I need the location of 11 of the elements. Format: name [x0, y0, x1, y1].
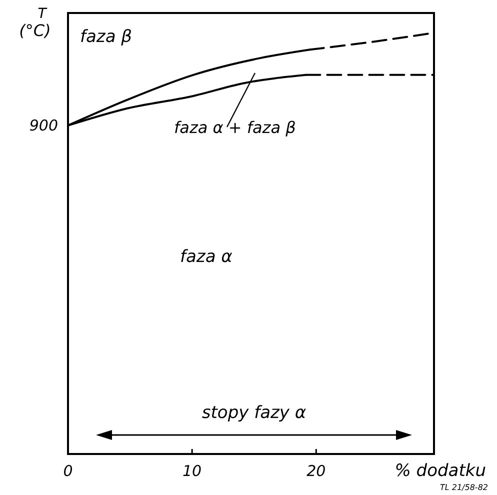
annotation: stopy fazy α: [202, 403, 306, 423]
annotation: faza α: [180, 247, 232, 267]
x-axis-title: % dodatku: [394, 461, 486, 481]
x-tick-label: 20: [306, 462, 326, 480]
annotation: faza α + faza β: [174, 118, 296, 137]
annotation: faza β: [80, 27, 132, 47]
y-axis-title: T (°C): [19, 6, 51, 40]
text: TL 21/58-82: [440, 483, 488, 492]
x-tick-label: 0: [63, 462, 73, 480]
annotation: 900: [29, 116, 58, 134]
x-tick-label: 10: [182, 462, 202, 480]
